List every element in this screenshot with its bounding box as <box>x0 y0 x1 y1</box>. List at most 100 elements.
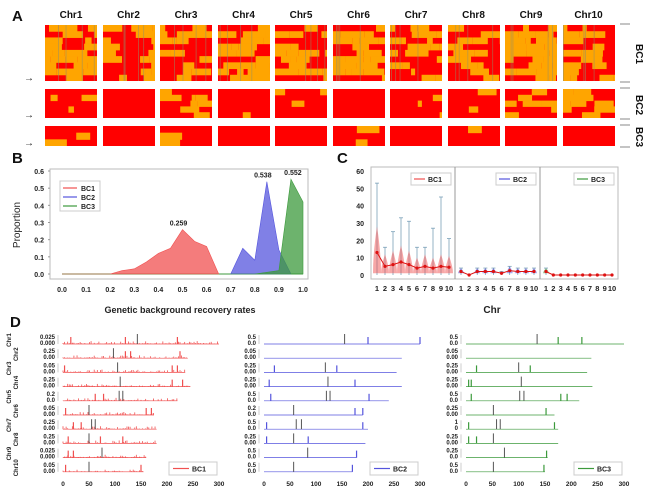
donor-segment <box>150 68 155 76</box>
x-tick-label: 6 <box>499 284 503 293</box>
donor-segment <box>593 100 614 107</box>
donor-segment <box>45 56 51 63</box>
donor-segment <box>320 89 327 96</box>
row-label: Chr3 <box>7 361 13 375</box>
x-tick-label: 4 <box>399 284 404 293</box>
row-label: Chr6 <box>14 404 20 418</box>
y-tick-label: 0 <box>455 426 459 432</box>
donor-segment <box>176 37 189 45</box>
chr-title: Chr6 <box>347 10 370 21</box>
y-tick-label: 0.0 <box>248 469 257 475</box>
row-label: Chr10 <box>14 459 20 477</box>
x-tick-label: 0.2 <box>105 287 115 294</box>
row-label: Chr1 <box>7 333 13 347</box>
x-tick-label: 2 <box>551 284 555 293</box>
mean-point <box>581 273 585 277</box>
donor-segment <box>505 37 526 45</box>
y-tick-label: 0.25 <box>244 434 256 440</box>
mean-point <box>499 271 504 275</box>
mean-point <box>532 269 536 274</box>
donor-segment <box>150 37 155 45</box>
grey-stripe <box>324 25 326 81</box>
arrow-icon: → <box>24 138 34 149</box>
donor-segment <box>332 37 353 45</box>
genotype-block-bc2 <box>160 89 212 118</box>
donor-segment <box>570 100 586 107</box>
donor-segment <box>237 43 252 51</box>
mean-point <box>431 266 435 270</box>
grey-stripe <box>142 25 144 81</box>
genotype-block-bc2 <box>332 89 385 118</box>
x-tick-label: 7 <box>423 284 427 293</box>
donor-segment <box>160 89 172 96</box>
donor-segment <box>541 62 553 70</box>
donor-segment <box>242 31 266 38</box>
donor-segment <box>192 25 207 32</box>
donor-segment <box>460 62 478 70</box>
donor-segment <box>390 62 403 70</box>
donor-segment <box>562 100 571 107</box>
donor-segment <box>222 62 240 70</box>
donor-segment <box>247 68 269 76</box>
y-tick-label: 30 <box>356 221 364 228</box>
donor-segment <box>572 89 591 96</box>
donor-segment <box>268 68 270 76</box>
donor-segment <box>147 49 155 57</box>
donor-segment <box>518 31 536 38</box>
y-tick-label: 0.25 <box>244 363 256 369</box>
mean-point <box>516 269 520 274</box>
row-bracket <box>620 87 630 120</box>
y-tick-label: 20 <box>356 238 364 245</box>
grey-stripe <box>583 25 584 81</box>
y-tick-label: 0.0 <box>248 398 257 404</box>
row-label: Chr7 <box>7 418 13 432</box>
x-tick-label: 150 <box>136 481 147 488</box>
mean-point <box>595 273 599 277</box>
donor-segment <box>593 106 615 113</box>
grey-stripe <box>195 25 197 81</box>
x-tick-label: 0.5 <box>178 287 188 294</box>
violin <box>413 257 421 274</box>
y-tick-label: 0.00 <box>446 384 458 390</box>
donor-segment <box>551 106 557 113</box>
donor-segment <box>85 37 92 45</box>
y-tick-label: 0.5 <box>450 463 459 469</box>
row-label: Chr2 <box>14 347 20 361</box>
x-tick-label: 300 <box>214 481 225 488</box>
violin <box>429 257 437 274</box>
donor-segment <box>518 94 533 102</box>
mean-point <box>459 269 463 274</box>
donor-segment <box>73 62 88 70</box>
donor-segment <box>435 74 442 81</box>
x-tick-label: 150 <box>540 481 551 488</box>
donor-segment <box>375 25 385 32</box>
donor-segment <box>421 74 436 81</box>
mean-point <box>383 264 387 268</box>
donor-segment <box>612 74 615 81</box>
peak-label: 0.259 <box>170 221 188 228</box>
x-tick-label: 100 <box>513 481 524 488</box>
y-axis-label: Proportion <box>12 202 23 248</box>
donor-segment <box>536 68 557 76</box>
donor-segment <box>217 68 229 76</box>
donor-segment <box>56 68 67 76</box>
grey-stripe <box>584 25 586 81</box>
donor-segment <box>286 49 299 57</box>
x-tick-label: 1 <box>459 284 463 293</box>
mean-point <box>475 269 479 274</box>
row-label-bc3: BC3 <box>633 127 644 148</box>
donor-segment <box>153 31 155 38</box>
donor-segment <box>275 89 286 96</box>
donor-segment <box>356 126 379 134</box>
mean-line <box>460 270 534 276</box>
donor-segment <box>377 37 385 45</box>
x-tick-label: 50 <box>286 481 294 488</box>
donor-segment <box>505 43 527 51</box>
donor-segment <box>535 31 549 38</box>
legend-box <box>369 461 419 476</box>
donor-segment <box>289 31 304 38</box>
x-tick-label: 5 <box>407 284 411 293</box>
y-tick-label: 0.3 <box>34 221 44 228</box>
donor-segment <box>95 43 97 51</box>
genotype-block-bc3 <box>332 126 385 146</box>
